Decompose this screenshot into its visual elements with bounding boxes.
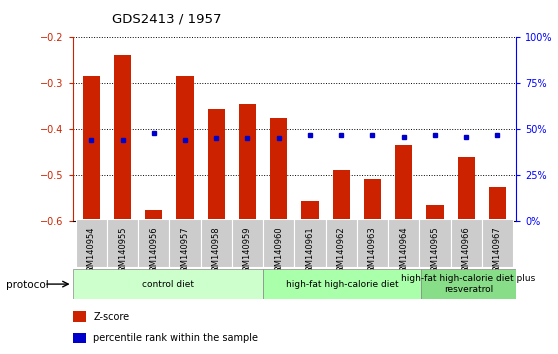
Text: GSM140960: GSM140960 [274, 227, 283, 277]
Text: high-fat high-calorie diet: high-fat high-calorie diet [286, 280, 398, 289]
Text: GDS2413 / 1957: GDS2413 / 1957 [112, 12, 221, 25]
Bar [201, 219, 232, 267]
Bar [73, 312, 86, 322]
Text: GSM140966: GSM140966 [461, 227, 470, 278]
Bar [138, 219, 170, 267]
Text: GSM140956: GSM140956 [149, 227, 158, 277]
Bar [208, 108, 225, 221]
Text: GSM140957: GSM140957 [180, 227, 190, 277]
Bar [482, 219, 513, 267]
Bar [170, 219, 201, 267]
Text: GSM140958: GSM140958 [211, 227, 221, 277]
Bar [83, 76, 100, 221]
Text: Z-score: Z-score [93, 312, 129, 322]
Bar [239, 104, 256, 221]
Bar [364, 179, 381, 221]
Bar [270, 118, 287, 221]
Bar [145, 210, 162, 221]
Bar [295, 219, 325, 267]
Text: protocol: protocol [6, 280, 49, 290]
Bar [489, 187, 506, 221]
Bar [301, 200, 319, 221]
Bar [114, 55, 131, 221]
Bar [107, 219, 138, 267]
Text: GSM140962: GSM140962 [336, 227, 346, 277]
Bar [357, 219, 388, 267]
Text: GSM140955: GSM140955 [118, 227, 127, 277]
Bar [333, 170, 350, 221]
Bar [421, 269, 516, 299]
Bar [232, 219, 263, 267]
Text: high-fat high-calorie diet plus
resveratrol: high-fat high-calorie diet plus resverat… [402, 274, 536, 294]
Text: GSM140965: GSM140965 [430, 227, 440, 277]
Bar [325, 219, 357, 267]
Text: GSM140961: GSM140961 [305, 227, 315, 277]
Text: control diet: control diet [142, 280, 194, 289]
Bar [73, 269, 263, 299]
Bar [450, 219, 482, 267]
Text: GSM140954: GSM140954 [87, 227, 96, 277]
Bar [263, 269, 421, 299]
Text: GSM140963: GSM140963 [368, 227, 377, 278]
Bar [388, 219, 419, 267]
Bar [426, 205, 444, 221]
Bar [395, 145, 412, 221]
Bar [458, 157, 475, 221]
Text: GSM140959: GSM140959 [243, 227, 252, 277]
Bar [419, 219, 450, 267]
Bar [73, 333, 86, 343]
Text: GSM140967: GSM140967 [493, 227, 502, 278]
Text: GSM140964: GSM140964 [399, 227, 408, 277]
Bar [263, 219, 295, 267]
Text: percentile rank within the sample: percentile rank within the sample [93, 333, 258, 343]
Bar [176, 76, 194, 221]
Bar [76, 219, 107, 267]
